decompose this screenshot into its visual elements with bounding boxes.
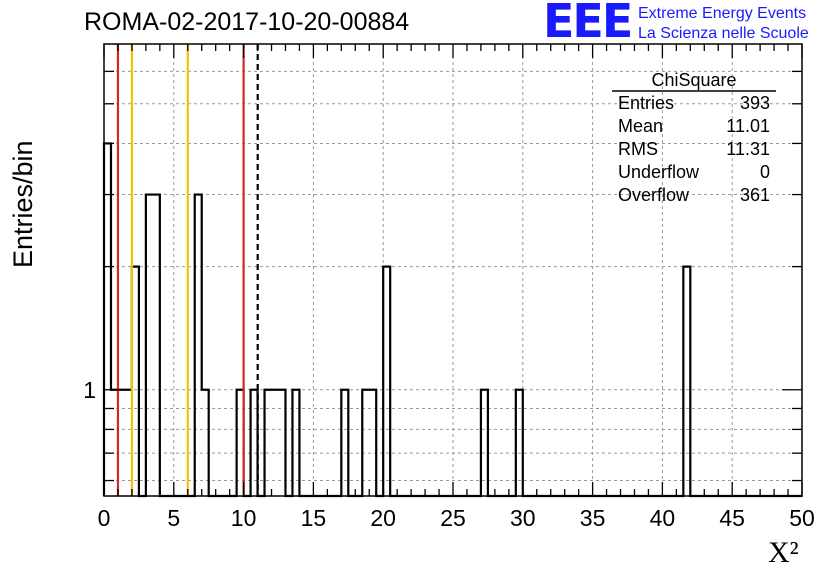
stat-value-rms: 11.31: [726, 139, 770, 159]
histogram-bin: [369, 390, 376, 496]
logo-line-2: La Scienza nelle Scuole: [638, 25, 809, 42]
histogram-bin: [251, 390, 258, 496]
stat-value-underflow: 0: [759, 162, 770, 182]
histogram-bin: [362, 390, 369, 496]
x-tick-label: 50: [789, 505, 815, 531]
y-tick-label: 1: [83, 377, 96, 403]
histogram-bin: [341, 390, 348, 496]
stat-value-mean: 11.01: [726, 116, 770, 136]
histogram-bin: [481, 390, 488, 496]
stats-title: ChiSquare: [651, 70, 737, 90]
x-axis-label: X²: [768, 536, 799, 569]
stat-label-overflow: Overflow: [618, 185, 690, 205]
histogram-bin: [202, 390, 209, 496]
stat-label-entries: Entries: [618, 93, 675, 113]
histogram-bin: [146, 195, 153, 496]
histogram-bin: [683, 267, 690, 496]
x-tick-label: 35: [580, 505, 606, 531]
logo-line-1: Extreme Energy Events: [638, 5, 807, 22]
stat-label-rms: RMS: [618, 139, 658, 159]
histogram-bin: [153, 195, 160, 496]
histogram-bin: [265, 390, 272, 496]
chart-title: ROMA-02-2017-10-20-00884: [84, 8, 410, 36]
stat-value-overflow: 361: [739, 185, 770, 205]
histogram-bin: [279, 390, 286, 496]
histogram-bin: [195, 195, 202, 496]
histogram-bin: [272, 390, 279, 496]
y-axis-label: Entries/bin: [8, 140, 38, 268]
x-tick-label: 45: [719, 505, 745, 531]
x-tick-label: 10: [231, 505, 257, 531]
x-tick-label: 40: [650, 505, 676, 531]
histogram-bin: [104, 143, 111, 496]
histogram-bin: [383, 267, 390, 496]
eee-logo: EEE: [543, 0, 633, 48]
stat-label-underflow: Underflow: [618, 162, 700, 182]
stat-value-entries: 393: [739, 93, 770, 113]
x-tick-label: 20: [370, 505, 396, 531]
x-tick-label: 30: [510, 505, 536, 531]
x-tick-label: 25: [440, 505, 466, 531]
stat-label-mean: Mean: [618, 116, 664, 136]
x-tick-label: 5: [167, 505, 180, 531]
histogram-bin: [516, 390, 523, 496]
x-tick-label: 15: [301, 505, 327, 531]
x-tick-label: 0: [98, 505, 111, 531]
histogram-bin: [292, 390, 299, 496]
